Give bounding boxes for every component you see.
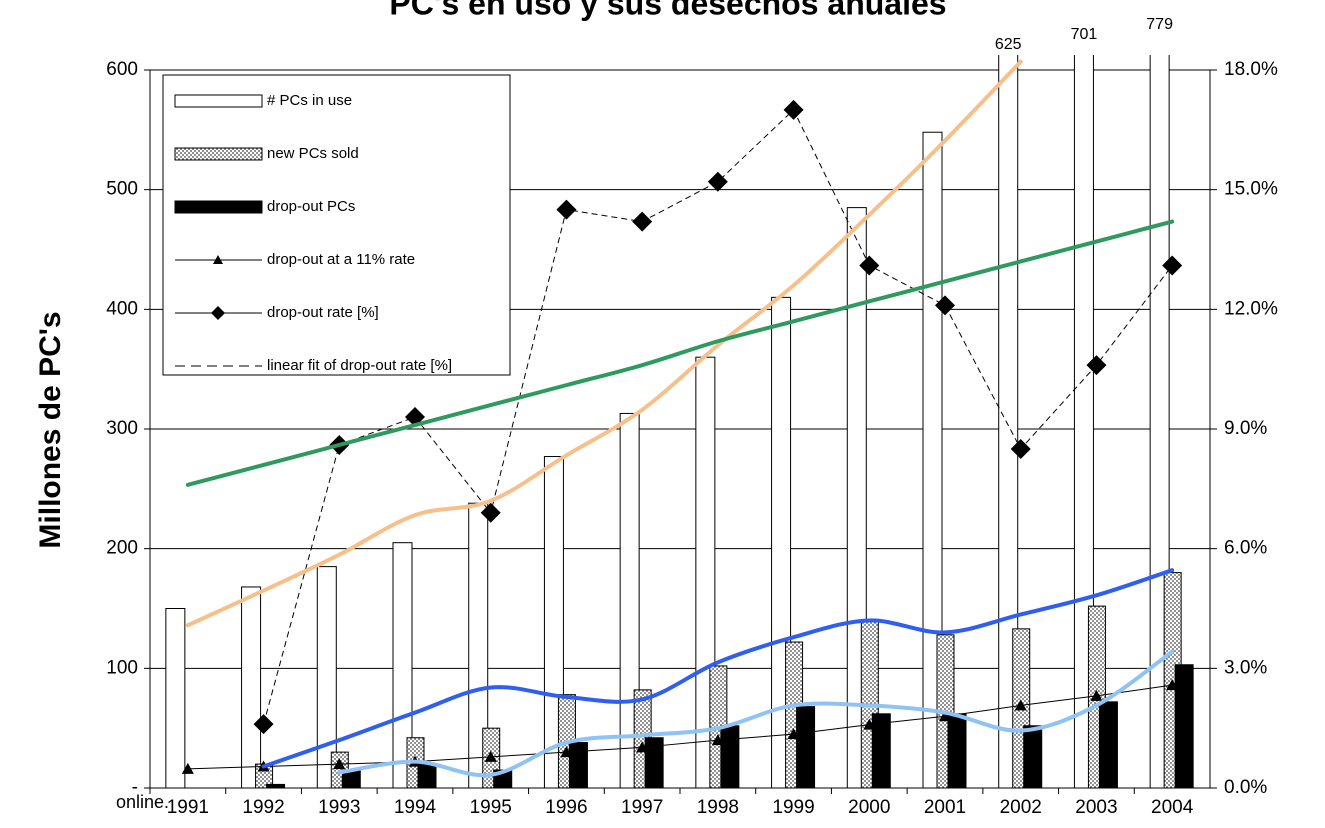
- x-tick-label: 1998: [697, 797, 739, 818]
- legend-label: # PCs in use: [267, 92, 352, 109]
- y-tick-label: 400: [106, 298, 138, 319]
- y-tick-label: 200: [106, 538, 138, 559]
- legend-swatch: [174, 200, 263, 214]
- legend-box: [162, 74, 511, 376]
- value-label: 701: [1071, 26, 1098, 43]
- bar: [1174, 664, 1194, 789]
- diamond-marker: [1010, 438, 1031, 459]
- bar: [871, 713, 891, 789]
- triangle-marker: [181, 762, 194, 774]
- x-tick-label: 1991: [167, 797, 209, 818]
- y-axis-label: Millones de PC's: [34, 311, 67, 548]
- highlight-line: [261, 568, 1175, 769]
- bar: [165, 608, 186, 789]
- bar: [1023, 725, 1043, 789]
- y-tick-label: 100: [106, 657, 138, 678]
- legend-label: drop-out PCs: [267, 198, 355, 215]
- value-label: 779: [1146, 16, 1173, 33]
- y-tick-label: -: [132, 777, 138, 798]
- x-tick-label: 2002: [1000, 797, 1042, 818]
- y2-tick-label: 3.0%: [1224, 657, 1267, 678]
- diamond-marker: [253, 714, 274, 735]
- chart-title: PC's en uso y sus desechos anuales: [389, 0, 946, 21]
- y2-tick-label: 12.0%: [1224, 298, 1278, 319]
- y-tick-label: 500: [106, 179, 138, 200]
- plot-area: [165, 55, 1194, 789]
- legend-swatch: [174, 147, 263, 161]
- x-tick-label: 2004: [1151, 797, 1194, 818]
- bar: [568, 742, 588, 789]
- diamond-marker: [480, 502, 501, 523]
- bar: [998, 55, 1019, 789]
- y2-tick-label: 9.0%: [1224, 418, 1267, 439]
- bar: [316, 566, 337, 789]
- diamond-marker: [935, 295, 955, 316]
- bar: [266, 783, 286, 789]
- highlight-line: [185, 59, 1023, 628]
- annotation: online.: [116, 792, 169, 812]
- y-tick-label: 300: [106, 418, 138, 439]
- y2-tick-label: 15.0%: [1224, 179, 1278, 200]
- triangle-marker: [1166, 679, 1179, 691]
- bar: [947, 713, 967, 789]
- diamond-marker: [783, 99, 804, 120]
- bar: [720, 725, 740, 789]
- legend-label: drop-out at a 11% rate: [267, 251, 415, 268]
- highlight-line: [185, 219, 1175, 487]
- bar: [392, 542, 413, 789]
- y2-tick-label: 0.0%: [1224, 777, 1267, 798]
- legend-label: linear fit of drop-out rate [%]: [267, 357, 452, 374]
- y2-tick-label: 6.0%: [1224, 538, 1267, 559]
- triangle-marker: [863, 718, 876, 730]
- y-tick-label: 600: [106, 59, 138, 80]
- highlight-line: [337, 649, 1175, 778]
- triangle-marker: [636, 741, 649, 753]
- triangle-marker: [711, 734, 724, 746]
- legend-label: drop-out rate [%]: [267, 304, 379, 321]
- diamond-marker: [1162, 255, 1183, 276]
- value-label: 625: [995, 36, 1022, 53]
- y2-tick-label: 18.0%: [1224, 59, 1278, 80]
- legend-label: new PCs sold: [267, 145, 359, 162]
- diamond-marker: [707, 171, 728, 192]
- triangle-marker: [939, 710, 951, 722]
- triangle-marker: [1090, 689, 1103, 701]
- x-tick-label: 2001: [924, 797, 966, 818]
- x-tick-label: 2000: [848, 797, 890, 818]
- x-tick-label: 1996: [545, 797, 587, 818]
- x-tick-label: 2003: [1075, 797, 1117, 818]
- x-tick-label: 1993: [318, 797, 360, 818]
- bar: [241, 586, 262, 789]
- diamond-marker: [556, 199, 577, 220]
- bar: [644, 737, 664, 789]
- triangle-marker: [787, 728, 800, 740]
- diamond-marker: [1086, 355, 1107, 376]
- triangle-marker: [560, 746, 573, 758]
- triangle-marker: [484, 750, 497, 762]
- x-tick-label: 1999: [772, 797, 814, 818]
- triangle-marker: [333, 758, 346, 770]
- series-line: [187, 684, 1173, 770]
- bar: [796, 706, 816, 789]
- x-tick-label: 1994: [394, 797, 437, 818]
- x-tick-label: 1995: [470, 797, 512, 818]
- diamond-marker: [859, 255, 880, 276]
- legend-marker: [211, 306, 225, 320]
- x-tick-label: 1992: [242, 797, 284, 818]
- diamond-marker: [632, 211, 653, 232]
- bar: [1098, 701, 1118, 789]
- bar: [417, 763, 437, 789]
- legend-swatch: [174, 94, 263, 108]
- legend-marker: [213, 255, 223, 264]
- x-tick-label: 1997: [621, 797, 663, 818]
- triangle-marker: [1014, 699, 1027, 711]
